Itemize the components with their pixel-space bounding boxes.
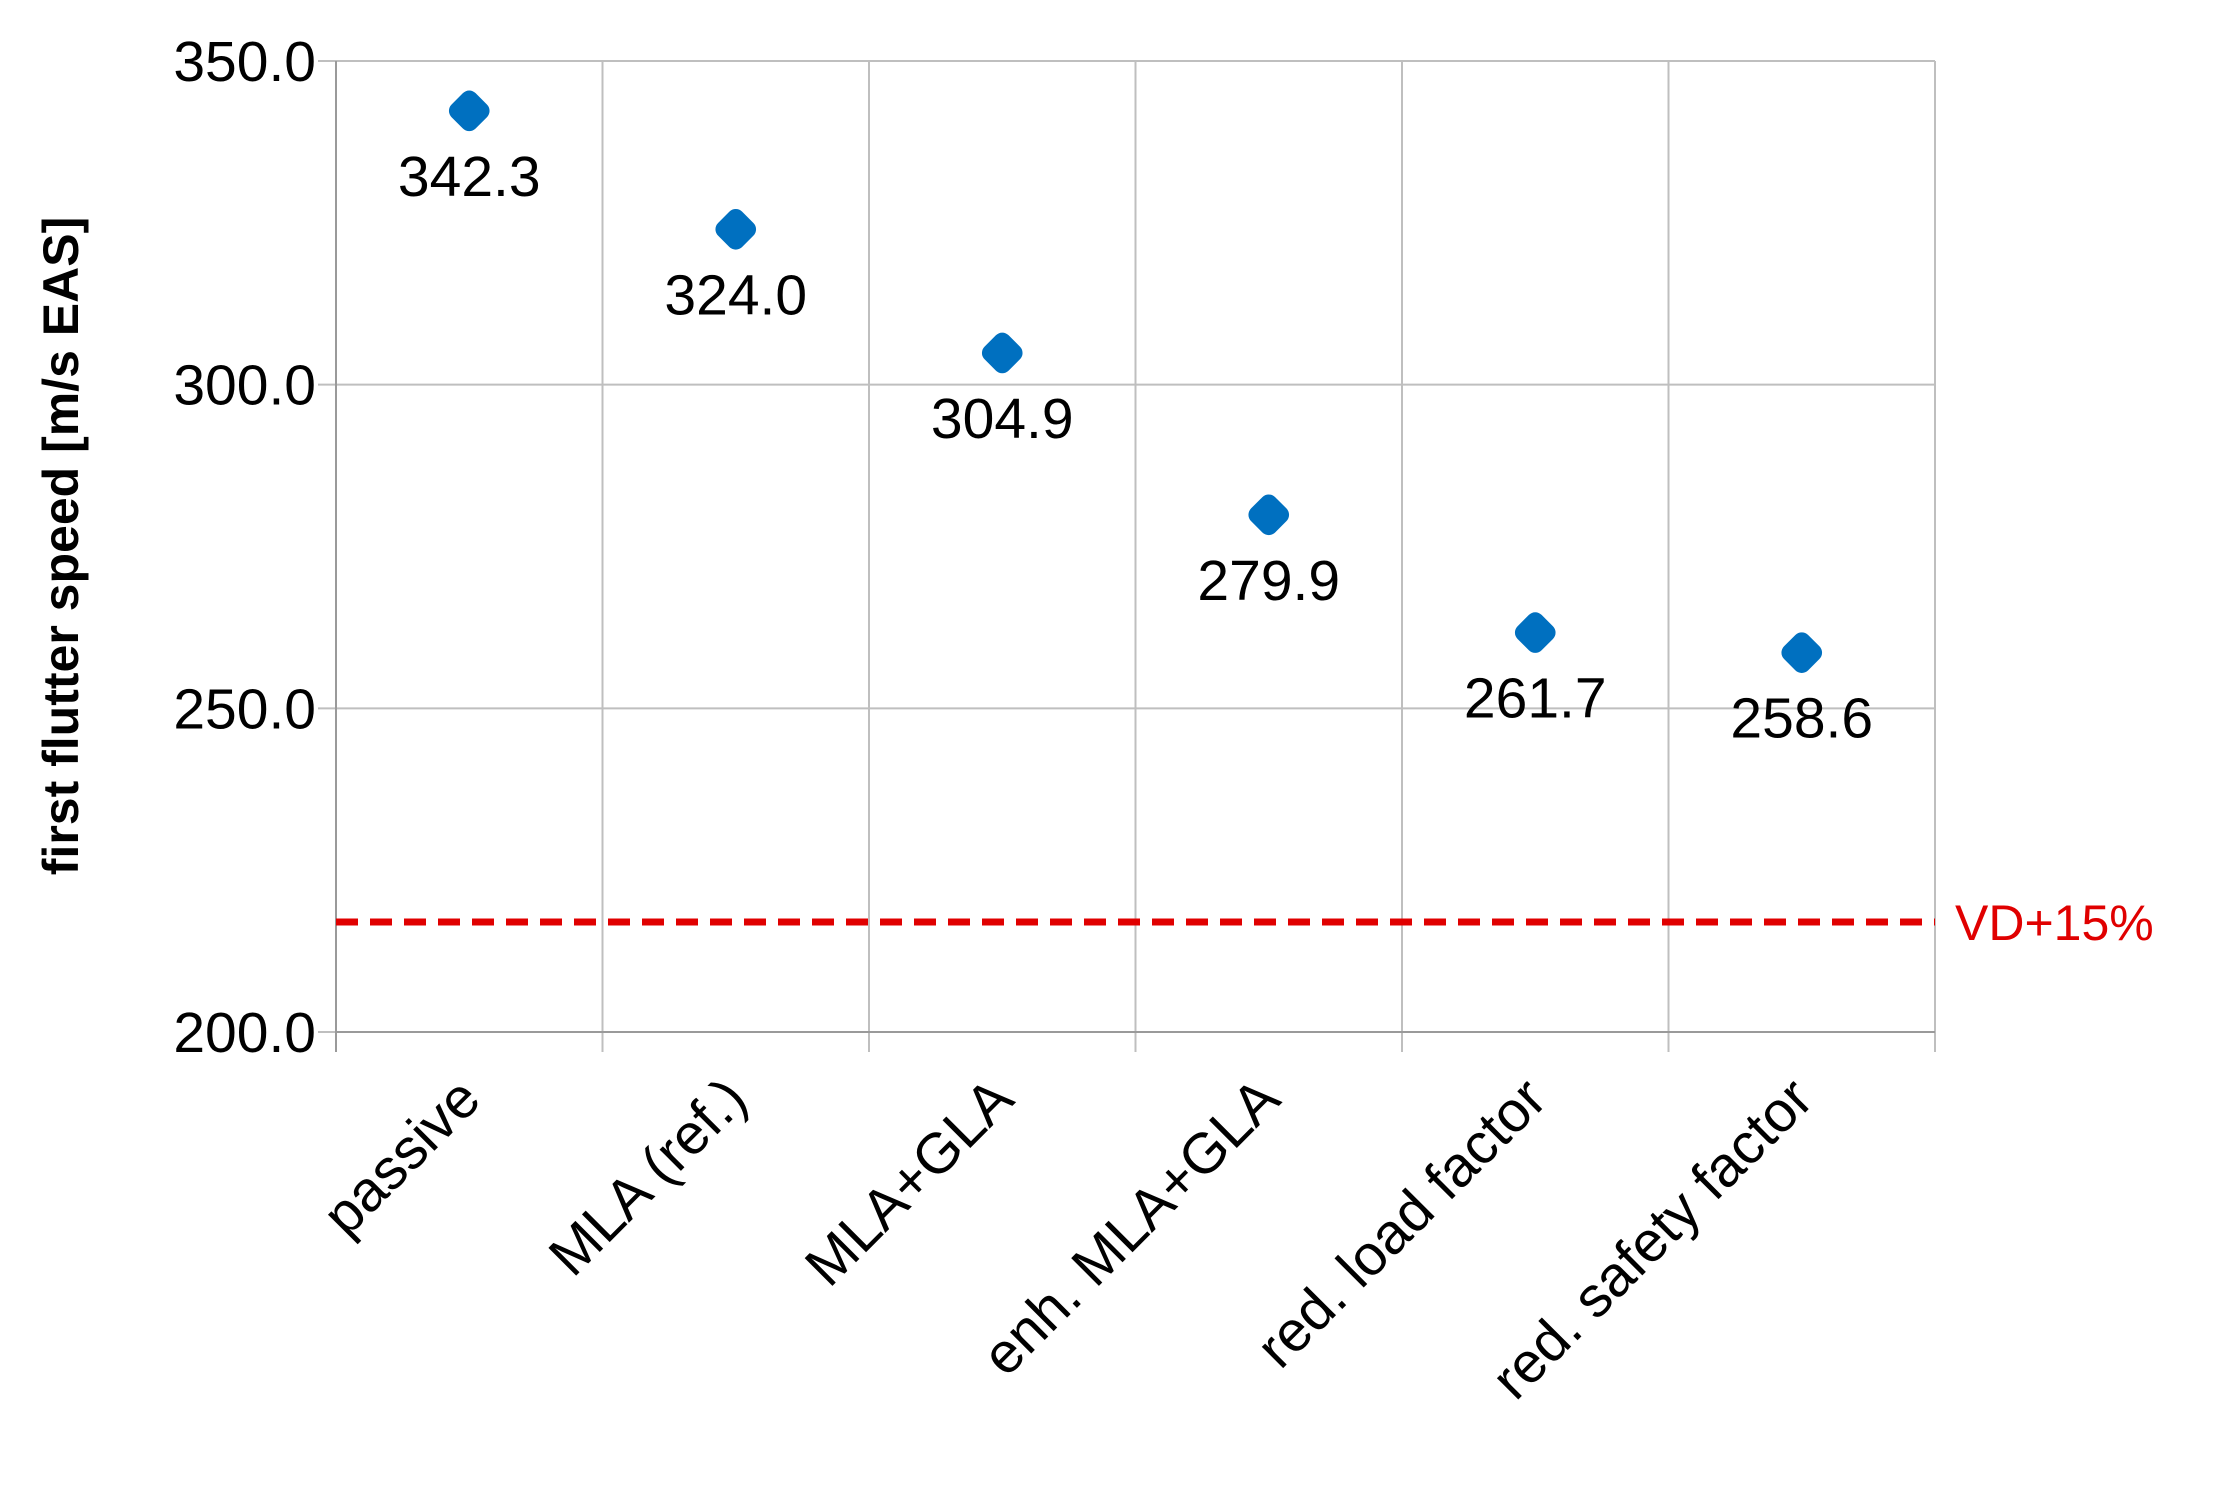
y-tick-label: 250.0 (173, 677, 316, 741)
x-tick-label: MLA+GLA (793, 1066, 1025, 1298)
marker (448, 90, 490, 132)
data-label: 342.3 (398, 145, 541, 209)
reference-label: VD+15% (1955, 895, 2154, 951)
x-tick-label: MLA (ref.) (537, 1066, 759, 1288)
data-label: 261.7 (1464, 667, 1607, 731)
marker (1248, 494, 1290, 536)
y-tick-label: 350.0 (173, 30, 316, 94)
data-label: 324.0 (664, 263, 807, 327)
marker (1514, 612, 1556, 653)
y-tick-label: 300.0 (173, 354, 316, 418)
data-label: 258.6 (1730, 687, 1873, 751)
y-axis-label: first flutter speed [m/s EAS] (33, 217, 89, 875)
data-label: 279.9 (1197, 549, 1340, 613)
marker (715, 208, 757, 250)
marker (1781, 632, 1823, 673)
data-label: 304.9 (931, 387, 1074, 451)
marker (981, 332, 1023, 374)
y-tick-label: 200.0 (173, 1001, 316, 1065)
x-tick-label: passive (311, 1066, 493, 1248)
